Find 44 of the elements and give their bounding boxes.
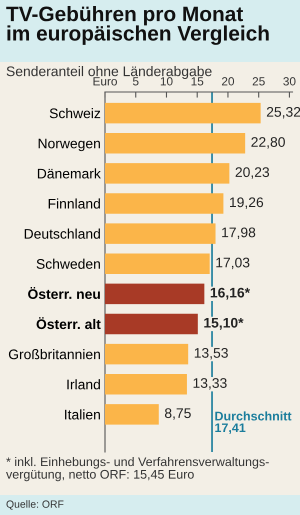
x-tick-label: 25 bbox=[252, 77, 265, 86]
y-tick-label: Deutschland bbox=[24, 228, 100, 239]
y-tick-label: Schweden bbox=[36, 258, 100, 269]
bar bbox=[105, 314, 198, 334]
x-tick-label: 15 bbox=[192, 77, 204, 86]
data-label: 13,53 bbox=[194, 348, 228, 360]
bar bbox=[105, 163, 230, 184]
y-tick-label: Österr. alt bbox=[36, 317, 101, 330]
bar bbox=[105, 284, 204, 304]
bar bbox=[105, 374, 187, 394]
x-tick-label: 5 bbox=[132, 77, 139, 86]
bar bbox=[105, 404, 159, 425]
data-label: 16,16* bbox=[210, 288, 250, 300]
data-label: 13,33 bbox=[194, 378, 227, 390]
y-tick-label: Österr. neu bbox=[28, 287, 100, 300]
x-tick-label: 20 bbox=[222, 77, 234, 86]
y-tick-label: Finnland bbox=[48, 198, 100, 209]
bar bbox=[105, 193, 224, 214]
text: * inkl. Einhebungs- und Verfahrensverwaltungs- vergütung, netto ORF: 15,45 Euro bbox=[6, 457, 269, 482]
source-note: Quelle: ORF bbox=[6, 500, 64, 510]
data-label: 20,23 bbox=[236, 167, 270, 179]
data-label: 19,26 bbox=[230, 197, 264, 209]
y-tick-label: Irland bbox=[67, 379, 100, 390]
y-tick-label: Großbritannien bbox=[8, 349, 100, 360]
y-tick-label: Italien bbox=[65, 409, 100, 420]
data-label: 22,80 bbox=[251, 137, 285, 149]
data-label: 25,32 bbox=[266, 106, 300, 118]
y-tick-label: Dänemark bbox=[38, 168, 101, 179]
y-tick-label: Norwegen bbox=[38, 138, 100, 152]
ref-line-label: Durchschnitt 17,41 bbox=[215, 411, 292, 434]
data-label: 17,98 bbox=[222, 227, 256, 239]
chart-title: TV-Gebühren pro Monat im europäischen Vergleich bbox=[6, 6, 269, 45]
bar bbox=[105, 102, 261, 124]
bar bbox=[105, 344, 188, 364]
data-label: 17,03 bbox=[216, 258, 250, 270]
bar bbox=[105, 132, 246, 154]
x-tick-label: 10 bbox=[160, 77, 173, 86]
x-tick-label: 30 bbox=[283, 77, 296, 86]
data-label: 15,10* bbox=[204, 318, 244, 330]
bar bbox=[105, 253, 210, 274]
bar bbox=[105, 223, 216, 244]
y-tick-label: Schweiz bbox=[50, 108, 100, 118]
data-label: 8,75 bbox=[164, 408, 191, 420]
x-tick-label: Euro bbox=[94, 77, 117, 86]
